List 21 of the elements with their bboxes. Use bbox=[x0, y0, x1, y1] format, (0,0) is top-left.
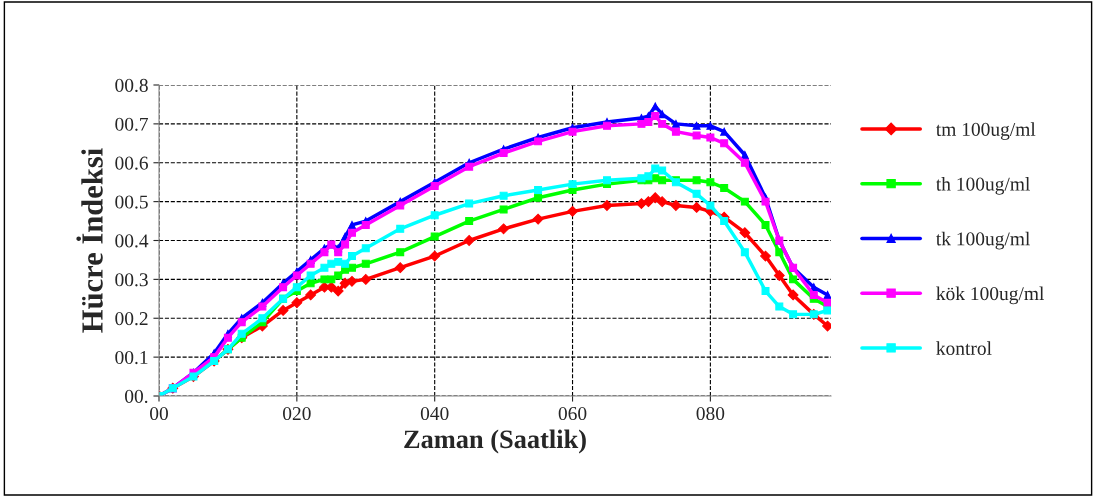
x-tick-label: 060 bbox=[558, 406, 587, 421]
y-tick-label: 00.8 bbox=[115, 78, 148, 93]
y-tick-label: 00.6 bbox=[115, 156, 148, 170]
x-tick-label: 040 bbox=[420, 406, 449, 421]
y-tick-label: 00.7 bbox=[115, 117, 149, 131]
x-tick-label: 080 bbox=[696, 406, 725, 421]
x-axis-title: Zaman (Saatlik) bbox=[404, 429, 586, 454]
legend-label: th 100ug/ml bbox=[936, 176, 1030, 195]
legend-label: tk 100ug/ml bbox=[936, 231, 1030, 250]
y-tick-label: 00.4 bbox=[115, 234, 149, 248]
x-tick-label: 00 bbox=[150, 406, 168, 421]
y-tick-label: 00.5 bbox=[115, 195, 148, 209]
y-tick-label: 00. bbox=[125, 389, 148, 404]
y-tick-label: 00.3 bbox=[115, 273, 148, 287]
y-tick-label: 00.1 bbox=[115, 350, 148, 365]
x-tick-label: 020 bbox=[283, 406, 311, 421]
legend-label: kök 100ug/ml bbox=[936, 286, 1045, 305]
y-axis-title: Hücre İndeksi bbox=[76, 148, 103, 333]
y-tick-label: 00.2 bbox=[115, 312, 148, 326]
legend-label: tm 100ug/ml bbox=[936, 122, 1036, 140]
legend-label: kontrol bbox=[936, 341, 992, 355]
